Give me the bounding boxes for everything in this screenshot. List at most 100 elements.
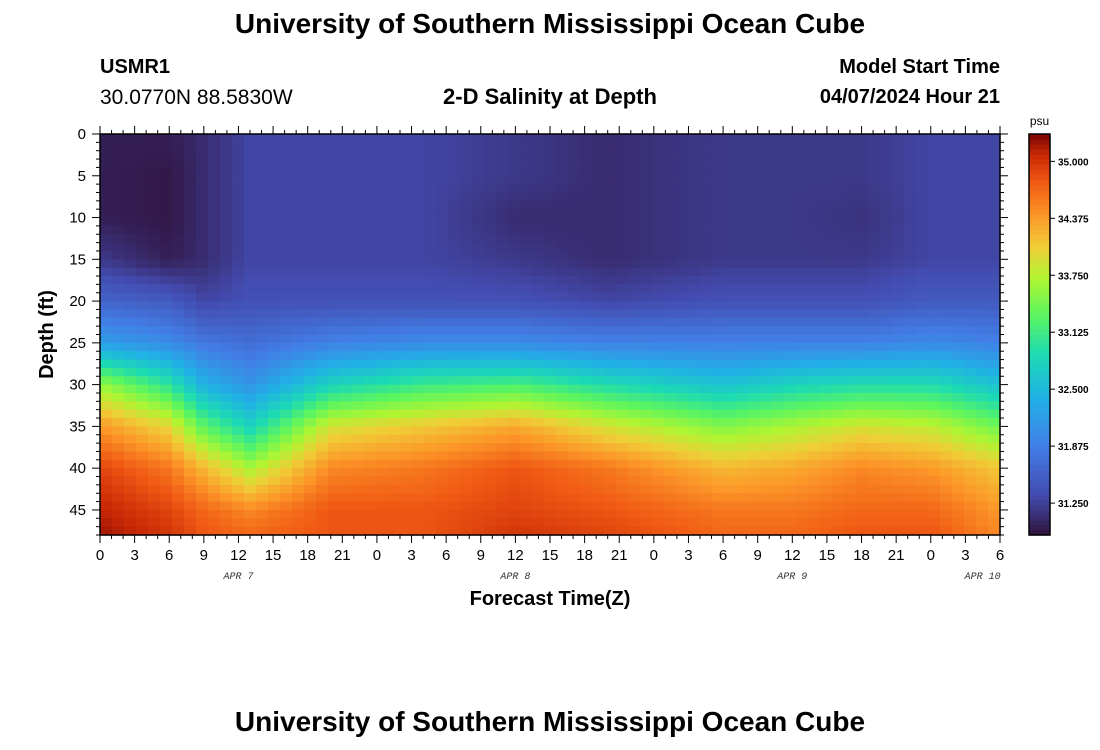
heatmap-cell <box>856 225 869 235</box>
heatmap-cell <box>196 225 209 235</box>
heatmap-cell <box>952 250 965 260</box>
heatmap-cell <box>340 409 353 419</box>
heatmap-cell <box>436 434 449 444</box>
heatmap-cell <box>532 501 545 511</box>
heatmap-cell <box>700 376 713 386</box>
heatmap-cell <box>652 209 665 219</box>
heatmap-cell <box>592 142 605 152</box>
heatmap-cell <box>664 426 677 436</box>
heatmap-cell <box>220 259 233 269</box>
heatmap-cell <box>136 276 149 285</box>
heatmap-cell <box>832 459 845 469</box>
heatmap-cell <box>220 518 233 528</box>
heatmap-cell <box>244 150 257 160</box>
heatmap-cell <box>964 367 977 377</box>
heatmap-cell <box>580 434 593 444</box>
heatmap-cell <box>160 142 173 152</box>
heatmap-cell <box>544 526 557 536</box>
heatmap-cell <box>100 493 113 503</box>
heatmap-cell <box>532 459 545 469</box>
y-tick-label: 30 <box>69 377 86 394</box>
heatmap-cell <box>292 468 305 478</box>
heatmap-cell <box>736 426 749 436</box>
heatmap-cell <box>352 426 365 436</box>
heatmap-cell <box>388 167 401 177</box>
heatmap-cell <box>292 509 305 519</box>
heatmap-cell <box>184 409 197 419</box>
heatmap-cell <box>520 242 533 252</box>
heatmap-cell <box>964 142 977 152</box>
heatmap-cell <box>460 276 473 285</box>
heatmap-cell <box>904 184 917 194</box>
heatmap-cell <box>916 292 929 302</box>
heatmap-cell <box>460 242 473 252</box>
heatmap-cell <box>784 184 797 194</box>
heatmap-cell <box>580 167 593 177</box>
heatmap-cell <box>520 134 533 143</box>
heatmap-cell <box>868 501 881 511</box>
heatmap-cell <box>424 426 437 436</box>
heatmap-cell <box>688 376 701 386</box>
heatmap-cell <box>592 175 605 185</box>
heatmap-cell <box>328 459 341 469</box>
heatmap-cell <box>124 359 137 369</box>
heatmap-cell <box>280 150 293 160</box>
heatmap-cell <box>100 276 113 285</box>
heatmap-cell <box>844 292 857 302</box>
heatmap-cell <box>736 434 749 444</box>
heatmap-cell <box>976 493 989 503</box>
heatmap-cell <box>448 142 461 152</box>
heatmap-cell <box>256 259 269 269</box>
heatmap-cell <box>700 184 713 194</box>
heatmap-cell <box>604 409 617 419</box>
heatmap-cell <box>940 200 953 210</box>
heatmap-cell <box>184 342 197 352</box>
heatmap-cell <box>796 200 809 210</box>
heatmap-cell <box>364 167 377 177</box>
heatmap-cell <box>268 309 281 319</box>
heatmap-cell <box>808 359 821 369</box>
heatmap-cell <box>388 342 401 352</box>
colorbar-segment <box>1029 359 1050 366</box>
heatmap-cell <box>304 367 317 377</box>
heatmap-cell <box>400 167 413 177</box>
heatmap-cell <box>496 276 509 285</box>
heatmap-cell <box>304 392 317 402</box>
heatmap-cell <box>964 326 977 336</box>
heatmap-cell <box>232 367 245 377</box>
x-tick-label: 3 <box>130 547 138 564</box>
heatmap-cell <box>412 175 425 185</box>
heatmap-cell <box>100 200 113 210</box>
heatmap-cell <box>412 225 425 235</box>
heatmap-cell <box>400 401 413 411</box>
heatmap-cell <box>784 309 797 319</box>
heatmap-cell <box>724 409 737 419</box>
heatmap-cell <box>664 267 677 277</box>
heatmap-cell <box>556 309 569 319</box>
heatmap-cell <box>604 434 617 444</box>
heatmap-cell <box>844 526 857 536</box>
heatmap-cell <box>148 242 161 252</box>
heatmap-cell <box>412 509 425 519</box>
heatmap-cell <box>892 409 905 419</box>
heatmap-cell <box>940 459 953 469</box>
heatmap-cell <box>508 334 521 344</box>
heatmap-cell <box>232 217 245 227</box>
heatmap-cell <box>628 284 641 294</box>
heatmap-cell <box>424 200 437 210</box>
heatmap-cell <box>508 175 521 185</box>
heatmap-cell <box>160 225 173 235</box>
heatmap-cell <box>400 509 413 519</box>
heatmap-cell <box>868 200 881 210</box>
heatmap-cell <box>688 501 701 511</box>
heatmap-cell <box>136 459 149 469</box>
heatmap-cell <box>904 426 917 436</box>
heatmap-cell <box>376 192 389 202</box>
heatmap-cell <box>892 401 905 411</box>
heatmap-cell <box>100 459 113 469</box>
heatmap-cell <box>196 234 209 244</box>
heatmap-cell <box>952 434 965 444</box>
heatmap-cell <box>928 134 941 143</box>
heatmap-cell <box>520 234 533 244</box>
heatmap-cell <box>748 267 761 277</box>
